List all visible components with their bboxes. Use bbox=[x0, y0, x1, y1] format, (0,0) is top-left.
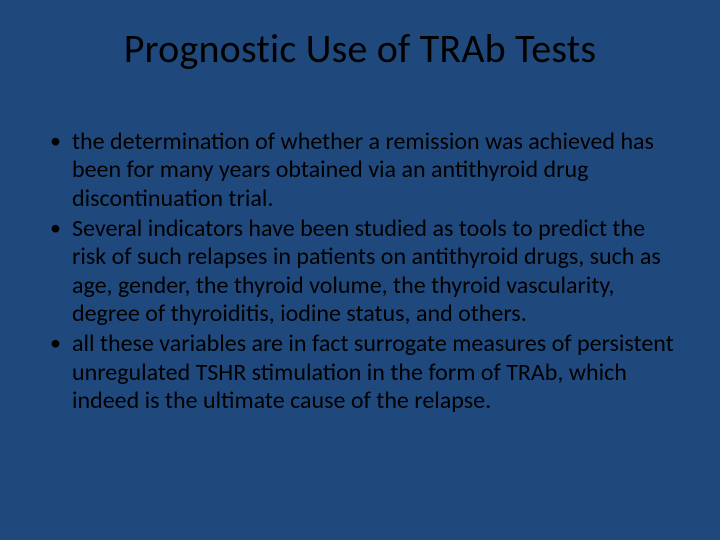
slide-body: the determination of whether a remission… bbox=[44, 128, 676, 417]
bullet-list: the determination of whether a remission… bbox=[44, 128, 676, 415]
list-item: the determination of whether a remission… bbox=[44, 128, 676, 213]
list-item: Several indicators have been studied as … bbox=[44, 215, 676, 328]
slide-title: Prognostic Use of TRAb Tests bbox=[0, 24, 720, 73]
slide: Prognostic Use of TRAb Tests the determi… bbox=[0, 0, 720, 540]
list-item: all these variables are in fact surrogat… bbox=[44, 330, 676, 415]
